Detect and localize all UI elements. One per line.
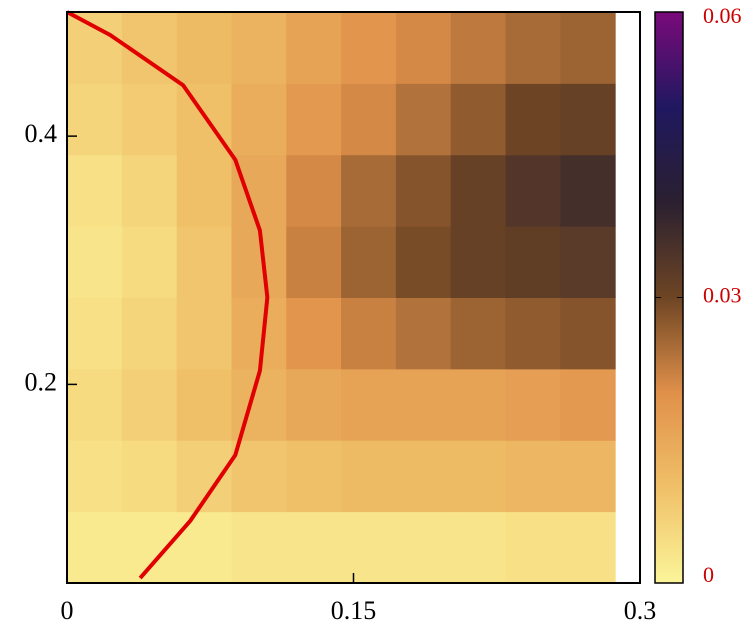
heatmap-cell	[121, 154, 178, 227]
heatmap-cell	[560, 297, 616, 370]
heatmap-cell	[341, 83, 397, 156]
colorbar-tick-label: 0.06	[703, 3, 742, 28]
heatmap-cell	[395, 368, 452, 441]
heatmap-cell	[231, 297, 287, 370]
heatmap-cell	[395, 12, 452, 84]
heatmap-cell	[560, 511, 616, 584]
heatmap-cell	[560, 226, 616, 298]
heatmap-cell	[67, 12, 123, 84]
heatmap-cell	[121, 368, 178, 441]
heatmap-cell	[286, 226, 342, 298]
heatmap-cell	[121, 83, 178, 156]
heatmap-cell	[395, 440, 452, 513]
heatmap-cell	[395, 511, 452, 584]
heatmap-cell	[286, 440, 342, 513]
heatmap-cell	[67, 368, 123, 441]
heatmap-cell	[505, 12, 561, 84]
heatmap-cell	[286, 511, 342, 584]
y-tick-label: 0.2	[25, 367, 58, 396]
heatmap-cell	[286, 12, 342, 84]
x-tick-label: 0.3	[624, 596, 657, 625]
heatmap-cell	[176, 226, 232, 298]
heatmap-cell	[67, 83, 123, 156]
heatmap-cell	[121, 297, 178, 370]
heatmap-cell	[286, 154, 342, 227]
heatmap-cell	[395, 154, 452, 227]
heatmap-cell	[450, 83, 507, 156]
heatmap-cell	[560, 368, 616, 441]
heatmap-cell	[341, 154, 397, 227]
heatmap-cell	[341, 440, 397, 513]
heatmap-cell	[450, 440, 507, 513]
heatmap-cell	[176, 511, 232, 584]
heatmap-cell	[341, 368, 397, 441]
heatmap-cell	[341, 12, 397, 84]
heatmap-cell	[67, 226, 123, 298]
curve	[66, 10, 270, 580]
heatmap-cell	[505, 297, 561, 370]
heatmap-cell	[395, 226, 452, 298]
heatmap-cell	[67, 511, 123, 584]
heatmap-cell	[450, 154, 507, 227]
heatmap-cell	[67, 297, 123, 370]
heatmap-cell	[231, 83, 287, 156]
heatmap-cell	[231, 154, 287, 227]
heatmap-cell	[505, 83, 561, 156]
heatmap-cell	[450, 12, 507, 84]
heatmap-cell	[505, 154, 561, 227]
heatmap-cell	[67, 440, 123, 513]
x-tick-label: 0	[61, 596, 74, 625]
heatmap-cell	[286, 297, 342, 370]
x-tick-label: 0.15	[331, 596, 377, 625]
heatmap-cell	[341, 226, 397, 298]
heatmap-cell	[395, 83, 452, 156]
heatmap-cell	[176, 368, 232, 441]
heatmap-cell	[450, 297, 507, 370]
y-tick-label: 0.4	[25, 119, 58, 148]
heatmap-cell	[231, 368, 287, 441]
heatmap-cell	[341, 511, 397, 584]
heatmap-cell	[505, 226, 561, 298]
heatmap-cell	[505, 440, 561, 513]
heatmap-cell	[450, 511, 507, 584]
heatmap-cell	[67, 154, 123, 227]
heatmap-cell	[505, 368, 561, 441]
heatmap-cell	[121, 440, 178, 513]
heatmap-cell	[121, 226, 178, 298]
heatmap-cell	[231, 12, 287, 84]
heatmap-cell	[176, 297, 232, 370]
heatmap-cell	[176, 154, 232, 227]
heatmap-cell	[560, 154, 616, 227]
heatmap-cell	[286, 83, 342, 156]
colorbar-tick-label: 0	[703, 562, 714, 587]
heatmap-cell	[560, 83, 616, 156]
heatmap-cell	[231, 511, 287, 584]
heatmap-cell	[395, 297, 452, 370]
heatmap-cell	[341, 297, 397, 370]
heatmap-cell	[560, 440, 616, 513]
heatmap-cell	[176, 12, 232, 84]
heatmap-cell	[505, 511, 561, 584]
heatmap-cell	[560, 12, 616, 84]
heatmap-cell	[450, 368, 507, 441]
heatmap-cell	[231, 440, 287, 513]
heatmap-cell	[450, 226, 507, 298]
heatmap-cell	[286, 368, 342, 441]
colorbar-tick-label: 0.03	[703, 283, 742, 308]
